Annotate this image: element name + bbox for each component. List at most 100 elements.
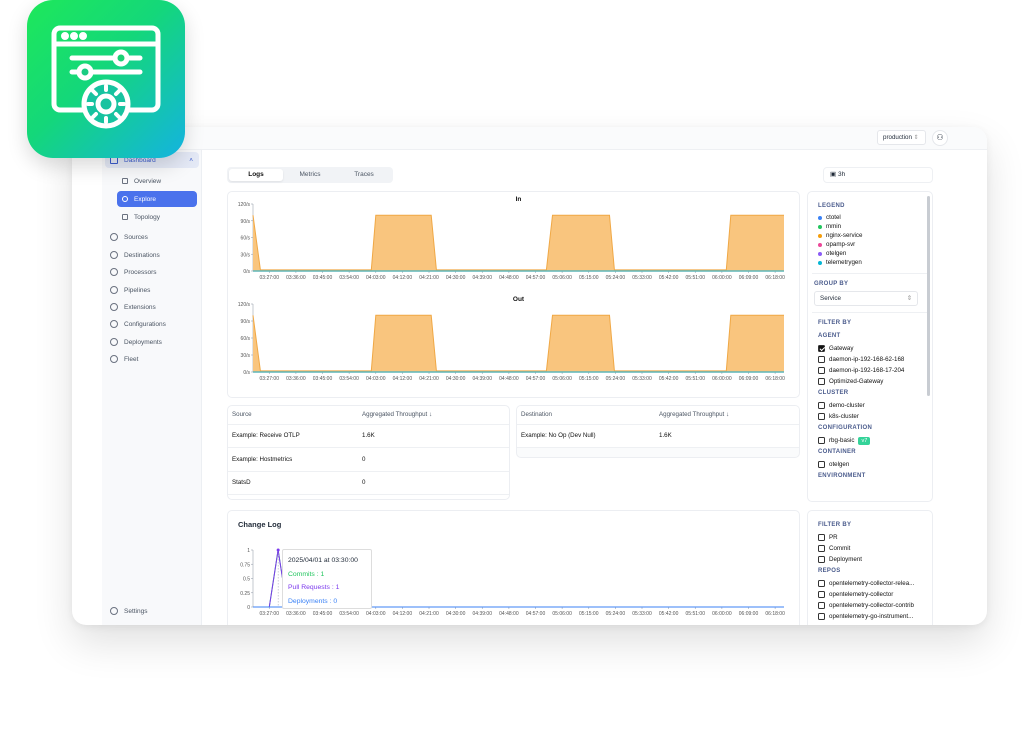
series-area-nginx-service — [253, 315, 784, 372]
environment-select[interactable]: production ⇕ — [877, 130, 926, 145]
filter-option[interactable]: opentelemetry-collector-contrib — [818, 600, 922, 611]
filter-option[interactable]: opentelemetry-collector — [818, 589, 922, 600]
y-tick-label: 0.75 — [240, 562, 250, 568]
table-row[interactable]: Example: Receive OTLP 1.6K — [228, 424, 509, 448]
tab-traces[interactable]: Traces — [354, 171, 374, 178]
checkbox[interactable] — [818, 356, 825, 363]
scrollbar[interactable] — [927, 196, 930, 396]
hover-point — [276, 548, 280, 552]
x-tick-label: 05:33:00 — [632, 275, 652, 281]
search-icon — [122, 196, 128, 202]
legend-label: nginx-service — [826, 232, 863, 239]
filter-option[interactable]: otelgen — [818, 459, 922, 470]
sidebar-item-configurations[interactable]: Configurations — [105, 316, 199, 332]
x-tick-label: 06:09:00 — [739, 275, 759, 281]
sidebar-item-sources[interactable]: Sources — [105, 229, 199, 245]
checkbox[interactable] — [818, 556, 825, 563]
y-tick-label: 60/s — [241, 336, 251, 342]
x-tick-label: 04:57:00 — [526, 275, 546, 281]
sidebar-item-destinations[interactable]: Destinations — [105, 247, 199, 263]
group-by-value: Service — [820, 295, 841, 302]
filter-option[interactable]: demo-cluster — [818, 400, 922, 411]
tooltip-deployments: Deployments : 0 — [288, 597, 338, 605]
checkbox[interactable] — [818, 378, 825, 385]
checkbox[interactable] — [818, 545, 825, 552]
sidebar-item-processors[interactable]: Processors — [105, 264, 199, 280]
checkbox[interactable] — [818, 402, 825, 409]
tab-metrics[interactable]: Metrics — [299, 171, 321, 178]
settings-window-icon — [51, 25, 161, 129]
checkbox[interactable] — [818, 437, 825, 444]
filter-option-configuration[interactable]: rbg-basic v7 — [818, 435, 922, 446]
x-tick-label: 05:24:00 — [606, 275, 626, 281]
change-log-title: Change Log — [238, 520, 282, 529]
chart-icon — [122, 178, 128, 184]
x-tick-label: 05:15:00 — [579, 275, 599, 281]
x-tick-label: 05:42:00 — [659, 376, 679, 382]
table-row[interactable]: StatsD 0 — [228, 471, 509, 495]
option-label: opentelemetry-collector-contrib — [829, 602, 914, 609]
nav-label: Fleet — [124, 355, 139, 363]
checkbox[interactable] — [818, 613, 825, 620]
time-range-picker[interactable]: ▣ 3h — [823, 167, 933, 183]
x-tick-label: 03:54:00 — [339, 376, 359, 382]
x-tick-label: 04:57:00 — [526, 611, 546, 617]
x-tick-label: 03:54:00 — [339, 611, 359, 617]
table-row[interactable]: Example: Hostmetrics 0 — [228, 447, 509, 472]
sidebar-item-deployments[interactable]: Deployments — [105, 334, 199, 350]
sidebar-item-topology[interactable]: Topology — [117, 209, 197, 225]
checkbox[interactable] — [818, 367, 825, 374]
sidebar-item-pipelines[interactable]: Pipelines — [105, 282, 199, 298]
column-header-throughput[interactable]: Aggregated Throughput ↓ — [358, 406, 509, 425]
option-label: Optimized-Gateway — [829, 378, 884, 385]
checkbox[interactable] — [818, 591, 825, 598]
filter-option[interactable]: Optimized-Gateway — [818, 376, 922, 387]
x-tick-label: 04:39:00 — [473, 376, 493, 382]
column-header-destination[interactable]: Destination — [517, 406, 655, 425]
destinations-table: Destination Aggregated Throughput ↓ Examp… — [516, 405, 800, 458]
option-label: rbg-basic — [829, 437, 855, 444]
filter-option[interactable]: opentelemetry-go-instrument... — [818, 611, 922, 622]
extensions-icon — [110, 303, 118, 311]
checkbox[interactable] — [818, 580, 825, 587]
sidebar-item-fleet[interactable]: Fleet — [105, 351, 199, 367]
tab-logs[interactable]: Logs — [229, 169, 283, 181]
option-label: opentelemetry-go-instrument... — [829, 613, 914, 620]
filter-option[interactable]: Commit — [818, 543, 922, 554]
rocket-icon — [110, 338, 118, 346]
x-tick-label: 04:03:00 — [366, 275, 386, 281]
sidebar-item-extensions[interactable]: Extensions — [105, 299, 199, 315]
checkbox[interactable] — [818, 602, 825, 609]
gear-icon — [110, 607, 118, 615]
filter-option[interactable]: k8s-cluster — [818, 411, 922, 422]
x-tick-label: 06:09:00 — [739, 376, 759, 382]
filter-option[interactable]: opentelemetry-collector-relea... — [818, 578, 922, 589]
checkbox[interactable] — [818, 461, 825, 468]
checkbox[interactable] — [818, 345, 825, 352]
sidebar-item-settings[interactable]: Settings — [105, 603, 199, 619]
sources-icon — [110, 233, 118, 241]
filter-option[interactable]: daemon-ip-192-168-62-168 — [818, 354, 922, 365]
nav-label: Explore — [134, 195, 157, 203]
y-tick-label: 30/s — [241, 252, 251, 258]
checkbox[interactable] — [818, 534, 825, 541]
filter-option[interactable]: daemon-ip-192-168-17-204 — [818, 365, 922, 376]
x-tick-label: 04:48:00 — [499, 611, 519, 617]
filter-option[interactable]: PR — [818, 532, 922, 543]
filter-option[interactable]: Gateway — [818, 343, 922, 354]
out-chart: Out 0/s 30/s 60/s 90/s 120/s 03:27:00 03:36:00 0… — [238, 296, 785, 382]
x-tick-label: 06:00:00 — [712, 275, 732, 281]
sidebar-item-overview[interactable]: Overview — [117, 173, 197, 189]
group-by-select[interactable]: Service ⇕ — [814, 291, 918, 306]
checkbox[interactable] — [818, 413, 825, 420]
nav-label: Processors — [124, 268, 157, 276]
sidebar-item-explore[interactable]: Explore — [117, 191, 197, 207]
legend-label: ctotel — [826, 214, 841, 221]
user-icon[interactable]: ⚇ — [932, 130, 948, 146]
column-header-source[interactable]: Source — [228, 406, 358, 425]
bolt-icon — [110, 320, 118, 328]
table-row[interactable]: Example: No Op (Dev Null) 1.6K — [517, 424, 799, 448]
filter-option[interactable]: Deployment — [818, 554, 922, 565]
column-header-throughput[interactable]: Aggregated Throughput ↓ — [655, 406, 799, 425]
container-title: CONTAINER — [818, 449, 856, 455]
